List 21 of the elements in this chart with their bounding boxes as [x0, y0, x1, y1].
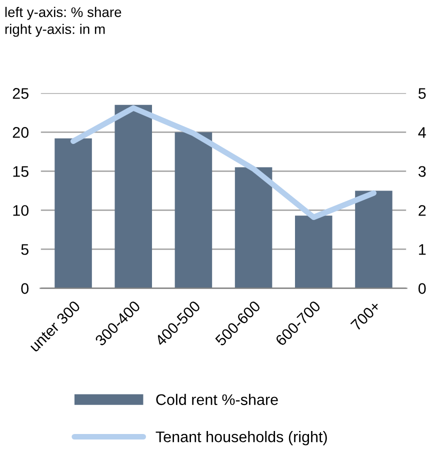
y-tick-label: 5: [21, 244, 28, 255]
y-tick-label: 25: [12, 88, 28, 99]
bar: [295, 216, 332, 288]
legend-label: Tenant households (right): [156, 431, 327, 446]
y-tick-label: 15: [13, 166, 28, 177]
bar: [174, 132, 212, 288]
y-tick-label: 10: [13, 205, 29, 216]
bar: [355, 190, 392, 288]
y-tick-label: 20: [12, 127, 29, 138]
legend-label: Cold rent %-share: [156, 394, 278, 406]
y2-tick-label: 4: [418, 127, 426, 138]
bar: [114, 104, 152, 288]
y-tick-label: 0: [21, 283, 29, 294]
y2-tick-label: 5: [418, 88, 426, 99]
y2-tick-label: 2: [418, 205, 426, 216]
y2-tick-label: 0: [418, 283, 426, 294]
bar: [234, 167, 272, 288]
bar: [54, 138, 92, 288]
text: left y-axis: % share right y-axis: in m: [5, 6, 122, 37]
y2-tick-label: 1: [419, 244, 426, 255]
y2-tick-label: 3: [418, 166, 426, 177]
